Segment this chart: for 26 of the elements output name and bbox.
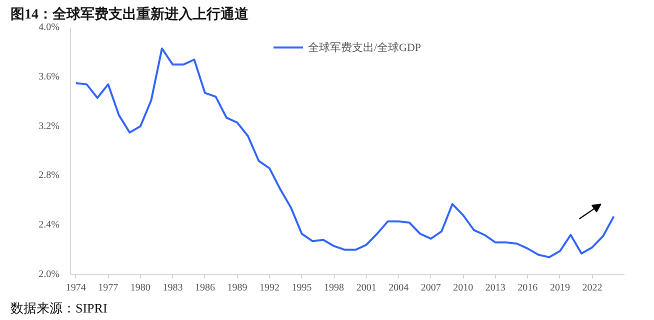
- x-tick-label: 1989: [227, 282, 248, 294]
- x-tick-label: 1983: [162, 282, 183, 294]
- x-tick-label: 2004: [388, 282, 409, 294]
- x-tick-label: 1995: [292, 282, 312, 294]
- y-tick-label: 3.2%: [38, 120, 60, 132]
- legend-label: 全球军费支出/全球GDP: [308, 40, 422, 54]
- x-tick-label: 1992: [260, 282, 280, 294]
- x-tick-label: 1977: [98, 282, 118, 294]
- x-tick-label: 2007: [420, 282, 441, 294]
- x-tick-label: 2013: [485, 282, 506, 294]
- x-tick-label: 2019: [550, 282, 570, 294]
- x-tick-label: 2010: [453, 282, 474, 294]
- x-tick-label: 2016: [518, 282, 538, 294]
- y-tick-label: 4.0%: [38, 22, 60, 33]
- x-tick-label: 2001: [356, 282, 376, 294]
- x-tick-label: 1998: [324, 282, 344, 294]
- source-note: 数据来源：SIPRI: [10, 300, 108, 316]
- x-tick-label: 1980: [130, 282, 150, 294]
- y-tick-label: 3.6%: [38, 71, 60, 82]
- y-tick-label: 2.4%: [38, 220, 60, 231]
- x-tick-label: 1974: [66, 282, 86, 294]
- x-tick-label: 1986: [194, 282, 215, 294]
- chart-title: 图14：全球军费支出重新进入上行通道: [10, 6, 250, 22]
- y-tick-label: 2.8%: [38, 170, 60, 182]
- y-tick-label: 2.0%: [38, 269, 60, 280]
- x-tick-label: 2022: [582, 282, 602, 294]
